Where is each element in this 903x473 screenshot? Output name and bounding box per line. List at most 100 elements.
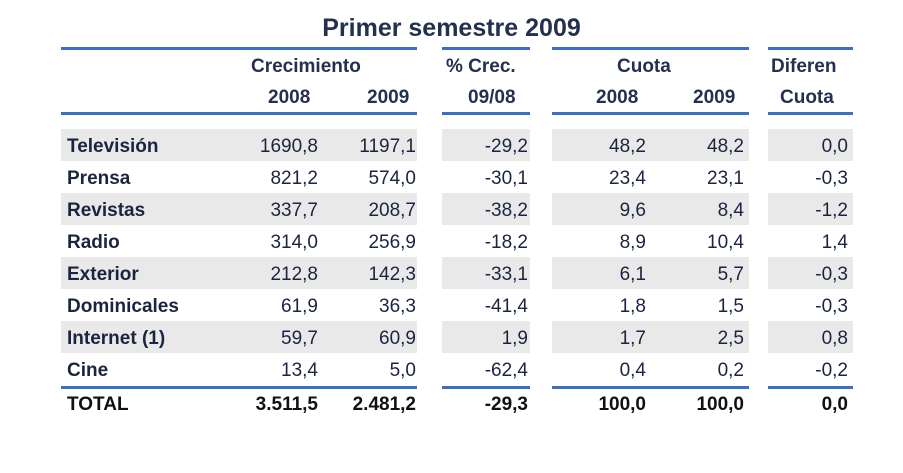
row-label: Cine	[67, 360, 109, 381]
header-diferen-cuota: Cuota	[780, 87, 834, 108]
row-band	[768, 257, 853, 289]
row-band	[552, 257, 749, 289]
cell-dif: 0,8	[821, 328, 848, 349]
cell-pct: 1,9	[501, 328, 528, 349]
cell-c2009: 574,0	[368, 168, 416, 189]
cell-q2008: 8,9	[619, 232, 646, 253]
cell-dif: -0,3	[815, 264, 848, 285]
cell-q2009: 8,4	[717, 200, 744, 221]
total-q2009: 100,0	[696, 394, 744, 415]
row-band	[61, 321, 417, 353]
row-band	[442, 321, 530, 353]
total-pct: -29,3	[484, 394, 528, 415]
row-label: Televisión	[67, 136, 159, 157]
header-rule-main	[61, 112, 417, 115]
cell-q2009: 0,2	[717, 360, 744, 381]
cell-q2009: 48,2	[707, 136, 744, 157]
row-band	[61, 193, 417, 225]
row-label: Revistas	[67, 200, 146, 221]
header-diferen: Diferen	[771, 56, 837, 77]
total-c2009: 2.481,2	[352, 394, 416, 415]
row-label: Exterior	[67, 264, 139, 285]
cell-pct: -18,2	[484, 232, 528, 253]
cell-c2009: 256,9	[368, 232, 416, 253]
cell-q2009: 10,4	[707, 232, 744, 253]
cell-q2008: 6,1	[619, 264, 646, 285]
cell-q2008: 0,4	[619, 360, 646, 381]
row-label: Prensa	[67, 168, 131, 189]
total-dif: 0,0	[821, 394, 848, 415]
cell-q2008: 48,2	[609, 136, 646, 157]
row-band	[768, 129, 853, 161]
cell-c2008: 314,0	[270, 232, 318, 253]
header-rule-cuota	[552, 112, 749, 115]
row-band	[552, 193, 749, 225]
cell-dif: -0,3	[815, 168, 848, 189]
cell-c2008: 13,4	[281, 360, 318, 381]
header-crecimiento-2008: 2008	[268, 87, 311, 108]
row-band	[552, 129, 749, 161]
top-rule-main	[61, 47, 417, 50]
cell-c2008: 61,9	[281, 296, 318, 317]
cell-c2008: 821,2	[270, 168, 318, 189]
total-rule-main	[61, 386, 417, 389]
total-rule-pct	[442, 386, 530, 389]
header-pct-crec: % Crec.	[446, 56, 516, 77]
cell-q2008: 23,4	[609, 168, 646, 189]
cell-q2009: 23,1	[707, 168, 744, 189]
cell-q2008: 1,8	[619, 296, 646, 317]
header-cuota-2009: 2009	[693, 87, 736, 108]
cell-dif: -1,2	[815, 200, 848, 221]
row-label: Radio	[67, 232, 120, 253]
cell-pct: -33,1	[484, 264, 528, 285]
header-cuota: Cuota	[617, 56, 671, 77]
cell-c2009: 60,9	[379, 328, 416, 349]
header-rule-diferen	[768, 112, 853, 115]
cell-dif: 0,0	[821, 136, 848, 157]
cell-q2009: 1,5	[717, 296, 744, 317]
total-q2008: 100,0	[598, 394, 646, 415]
cell-c2009: 208,7	[368, 200, 416, 221]
header-crecimiento-2009: 2009	[367, 87, 410, 108]
cell-q2009: 2,5	[717, 328, 744, 349]
cell-c2008: 59,7	[281, 328, 318, 349]
row-band	[61, 257, 417, 289]
cell-c2008: 337,7	[270, 200, 318, 221]
header-crecimiento: Crecimiento	[251, 56, 361, 77]
cell-pct: -41,4	[484, 296, 528, 317]
cell-dif: -0,2	[815, 360, 848, 381]
row-band	[552, 321, 749, 353]
top-rule-cuota	[552, 47, 749, 50]
cell-pct: -38,2	[484, 200, 528, 221]
cell-q2008: 1,7	[619, 328, 646, 349]
total-rule-cuota	[552, 386, 749, 389]
cell-pct: -62,4	[484, 360, 528, 381]
row-band	[768, 321, 853, 353]
cell-q2008: 9,6	[619, 200, 646, 221]
cell-q2009: 5,7	[717, 264, 744, 285]
cell-c2009: 36,3	[379, 296, 416, 317]
total-label: TOTAL	[67, 394, 129, 415]
table-title: Primer semestre 2009	[322, 14, 581, 42]
total-c2008: 3.511,5	[255, 394, 318, 415]
cell-dif: 1,4	[821, 232, 848, 253]
top-rule-pct	[442, 47, 530, 50]
cell-c2008: 1690,8	[259, 136, 318, 157]
top-rule-diferen	[768, 47, 853, 50]
cell-c2009: 5,0	[389, 360, 416, 381]
header-pct-period: 09/08	[468, 87, 516, 108]
cell-dif: -0,3	[815, 296, 848, 317]
row-band	[442, 193, 530, 225]
total-rule-diferen	[768, 386, 853, 389]
row-band	[768, 193, 853, 225]
row-label: Internet (1)	[67, 328, 166, 349]
cell-c2009: 142,3	[368, 264, 416, 285]
header-rule-pct	[442, 112, 530, 115]
row-band	[61, 129, 417, 161]
row-band	[442, 129, 530, 161]
cell-pct: -29,2	[484, 136, 528, 157]
header-cuota-2008: 2008	[596, 87, 639, 108]
cell-c2008: 212,8	[270, 264, 318, 285]
cell-c2009: 1197,1	[359, 136, 416, 157]
cell-pct: -30,1	[484, 168, 528, 189]
